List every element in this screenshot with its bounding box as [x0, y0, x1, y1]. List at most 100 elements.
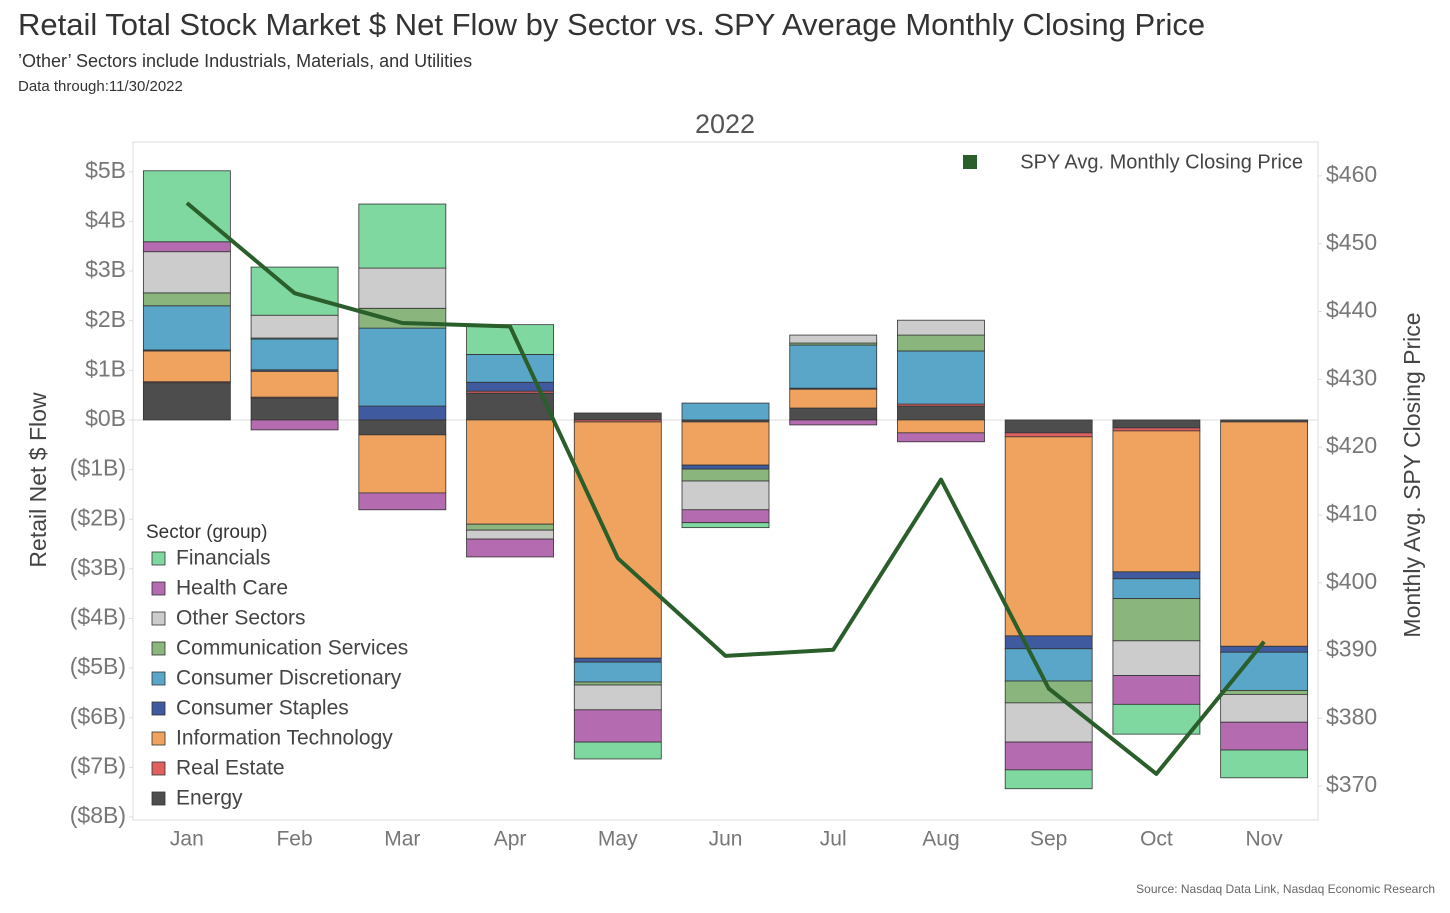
bar-segment — [1220, 721, 1309, 751]
bar-segment — [1004, 436, 1093, 637]
bar-segment — [573, 741, 662, 760]
bar-segment — [681, 464, 770, 470]
bar-segment — [1220, 645, 1309, 653]
bar-segment — [573, 421, 662, 659]
bar-segment — [1004, 648, 1093, 682]
bar-segment — [681, 421, 770, 466]
legend-label: Information Technology — [176, 727, 393, 750]
legend-swatch — [963, 155, 977, 169]
bar-segment — [897, 419, 985, 434]
bar-segment — [1220, 690, 1309, 695]
legend-swatch — [151, 581, 166, 596]
bar-segment — [681, 522, 770, 529]
legend-swatch — [151, 731, 166, 746]
y2-tick-label: $370 — [1326, 771, 1377, 797]
bar-segment — [1112, 703, 1201, 735]
y2-tick-label: $440 — [1326, 297, 1377, 323]
bar-segment — [466, 523, 554, 531]
bar-segment — [250, 370, 339, 398]
chart-subtitle: ’Other’ Sectors include Industrials, Mat… — [18, 51, 472, 71]
x-tick-label: May — [598, 828, 638, 851]
bar-segment — [466, 529, 554, 540]
bar-segment — [142, 350, 231, 383]
x-tick-label: Sep — [1030, 828, 1067, 851]
legend-label: Other Sectors — [176, 607, 306, 630]
bar-segment — [573, 681, 662, 686]
y-tick-label: ($1B) — [70, 455, 126, 481]
y-tick-label: $1B — [85, 355, 126, 381]
bar-segment — [1220, 421, 1309, 647]
bar-segment — [1112, 430, 1201, 573]
bar-segment — [1220, 651, 1309, 691]
bar-segment — [358, 267, 447, 309]
bar-segment — [1004, 769, 1093, 790]
bar-segment — [142, 241, 231, 253]
bar-segment — [897, 405, 985, 421]
bar-segment — [789, 334, 878, 344]
bar-segment — [573, 412, 662, 421]
bar-segment — [1220, 694, 1309, 723]
x-tick-label: Jul — [820, 828, 847, 851]
y-axis-title: Retail Net $ Flow — [25, 392, 51, 568]
chart-title: Retail Total Stock Market $ Net Flow by … — [18, 7, 1205, 42]
bar-segment — [573, 709, 662, 743]
x-tick-label: Jan — [170, 828, 204, 851]
y-tick-label: ($5B) — [70, 653, 126, 679]
bar-segment — [1112, 598, 1201, 642]
bar-segment — [1004, 741, 1093, 771]
legend-label: Financials — [176, 547, 271, 570]
bar-segment — [358, 434, 447, 494]
legend-swatch — [151, 611, 166, 626]
bar-segment — [789, 419, 878, 426]
legend-swatch — [151, 551, 166, 566]
bar-segment — [681, 468, 770, 482]
bar-segment — [897, 334, 985, 352]
bar-segment — [897, 432, 985, 443]
panel-title: 2022 — [695, 109, 755, 139]
y2-tick-label: $390 — [1326, 636, 1377, 662]
legend-swatch — [151, 761, 166, 776]
y-tick-label: ($2B) — [70, 504, 126, 530]
y-tick-label: ($4B) — [70, 604, 126, 630]
legend-label: Health Care — [176, 577, 288, 600]
bar-segment — [358, 405, 447, 421]
bar-segment — [1220, 749, 1309, 779]
bar-segment — [1112, 578, 1201, 600]
bar-segment — [142, 382, 231, 421]
x-tick-label: Mar — [384, 828, 420, 851]
bar-segment — [466, 354, 554, 383]
legend-title: Sector (group) — [146, 522, 267, 543]
legend-swatch — [151, 701, 166, 716]
legend-swatch — [151, 641, 166, 656]
y-tick-label: $0B — [85, 405, 126, 431]
legend-swatch — [151, 671, 166, 686]
y2-axis-title: Monthly Avg. SPY Closing Price — [1399, 312, 1425, 637]
bar-segment — [142, 170, 231, 243]
bar-segment — [1112, 427, 1201, 432]
y2-tick-label: $460 — [1326, 161, 1377, 187]
legend-swatch — [151, 791, 166, 806]
x-tick-label: Jun — [709, 828, 743, 851]
bar-segment — [142, 251, 231, 294]
legend-label: Real Estate — [176, 757, 285, 780]
y-tick-label: $5B — [85, 157, 126, 183]
y-tick-label: ($8B) — [70, 802, 126, 828]
x-tick-label: Aug — [922, 828, 959, 851]
y-tick-label: $4B — [85, 206, 126, 232]
y2-tick-label: $430 — [1326, 364, 1377, 390]
x-tick-label: Oct — [1140, 828, 1173, 851]
y-tick-label: $2B — [85, 306, 126, 332]
bar-segment — [1004, 635, 1093, 650]
bar-segment — [142, 305, 231, 351]
x-tick-label: Nov — [1245, 828, 1283, 851]
bar-segment — [358, 492, 447, 511]
y2-tick-label: $380 — [1326, 703, 1377, 729]
bar-segment — [358, 327, 447, 407]
y2-tick-label: $450 — [1326, 229, 1377, 255]
bar-segment — [789, 344, 878, 389]
bar-segment — [789, 407, 878, 421]
bar-segment — [573, 684, 662, 711]
bar-segment — [466, 419, 554, 525]
y2-tick-label: $420 — [1326, 432, 1377, 458]
